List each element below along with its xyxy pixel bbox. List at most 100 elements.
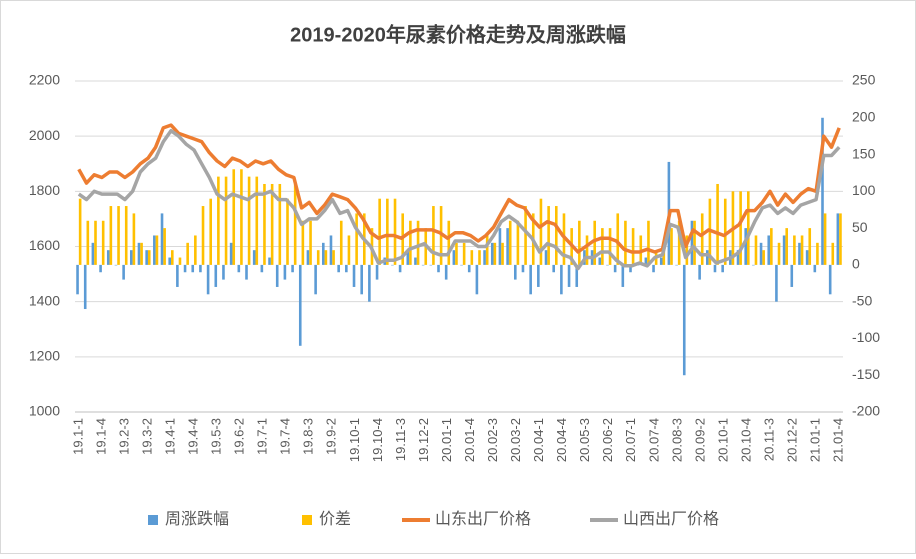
bar [560,264,563,295]
bar [552,264,555,273]
x-tick-label: 19.4-1 [162,418,177,455]
bar [808,228,812,265]
x-tick-label: 20.01-1 [439,418,454,462]
bar [575,264,579,287]
y2-tick-label: -150 [852,366,880,382]
bar [429,264,433,266]
bar [555,206,558,265]
bar [721,264,724,273]
x-tick-label: 20.10-4 [738,418,753,462]
bar [744,228,747,265]
bar [501,242,504,265]
bar [293,183,297,265]
bar [137,242,141,265]
bar [608,228,612,265]
bar [278,183,282,265]
bar [309,220,312,265]
bar [130,250,133,265]
x-tick-label: 19.12-2 [416,418,431,462]
bar [762,250,765,265]
bar [567,264,571,287]
bar [613,264,617,273]
bar [416,220,420,265]
x-tick-label: 20.04-4 [554,418,569,462]
bar [132,213,136,265]
bar [122,264,125,280]
bar [447,220,451,265]
bar [99,264,102,273]
x-tick-label: 20.06-2 [600,418,615,462]
bar [153,235,156,265]
bar [831,242,835,265]
bar [421,264,425,266]
bar [813,264,817,273]
bar [232,169,236,265]
y-tick-label: 2000 [29,127,60,143]
legend-swatch [148,515,158,525]
bar [547,206,550,265]
bar [475,264,479,295]
bar [629,264,632,273]
bar [644,257,648,265]
bar [124,206,128,265]
bar [337,264,340,273]
bar [785,228,788,265]
bar [178,257,182,265]
y-tick-label: 1600 [29,237,60,253]
bar [352,264,356,287]
x-tick-label: 19.1-1 [70,418,85,455]
bar [798,242,801,265]
bar [723,198,727,265]
bar [452,250,456,265]
bar [237,264,241,273]
bar [752,264,755,266]
bar [775,264,778,302]
line-series [77,128,841,271]
bar [163,228,166,265]
bar [506,228,509,265]
bar [355,213,358,265]
bar [675,264,678,266]
x-tick-label: 20.12-2 [785,418,800,462]
bar [514,264,517,280]
bar [78,198,82,265]
bar [823,213,827,265]
bar [498,228,502,265]
bar [816,242,819,265]
y-tick-label: 2200 [29,72,60,88]
chart-title: 2019-2020年尿素价格走势及周涨跌幅 [290,22,626,46]
x-tick-label: 19.2-3 [116,418,131,455]
bar [409,220,412,265]
bar [777,242,781,265]
bar [378,198,381,265]
bar [414,257,417,265]
bar [222,264,225,280]
bar [117,206,120,265]
x-tick-label: 19.7-1 [255,418,270,455]
bar [260,264,264,273]
bar [524,206,527,265]
y2-tick-label: 0 [852,256,860,272]
bar [529,264,532,295]
bar [140,242,143,265]
bar [616,213,620,265]
bar [483,250,486,265]
x-tick-label: 19.4-4 [185,418,200,455]
bar [685,235,689,265]
bar [398,264,402,273]
bar [739,191,742,265]
y2-tick-label: -50 [852,292,872,308]
legend-label: 价差 [319,510,351,528]
bar [490,242,494,265]
y-tick-label: 1800 [29,182,60,198]
bar [209,198,212,265]
legend-swatch [302,515,312,525]
bar [76,264,79,295]
bar [747,191,750,265]
bar [647,220,650,265]
bar [444,264,448,280]
bar [437,264,440,273]
bar [332,250,335,265]
bar [670,228,673,265]
bar [754,235,758,265]
